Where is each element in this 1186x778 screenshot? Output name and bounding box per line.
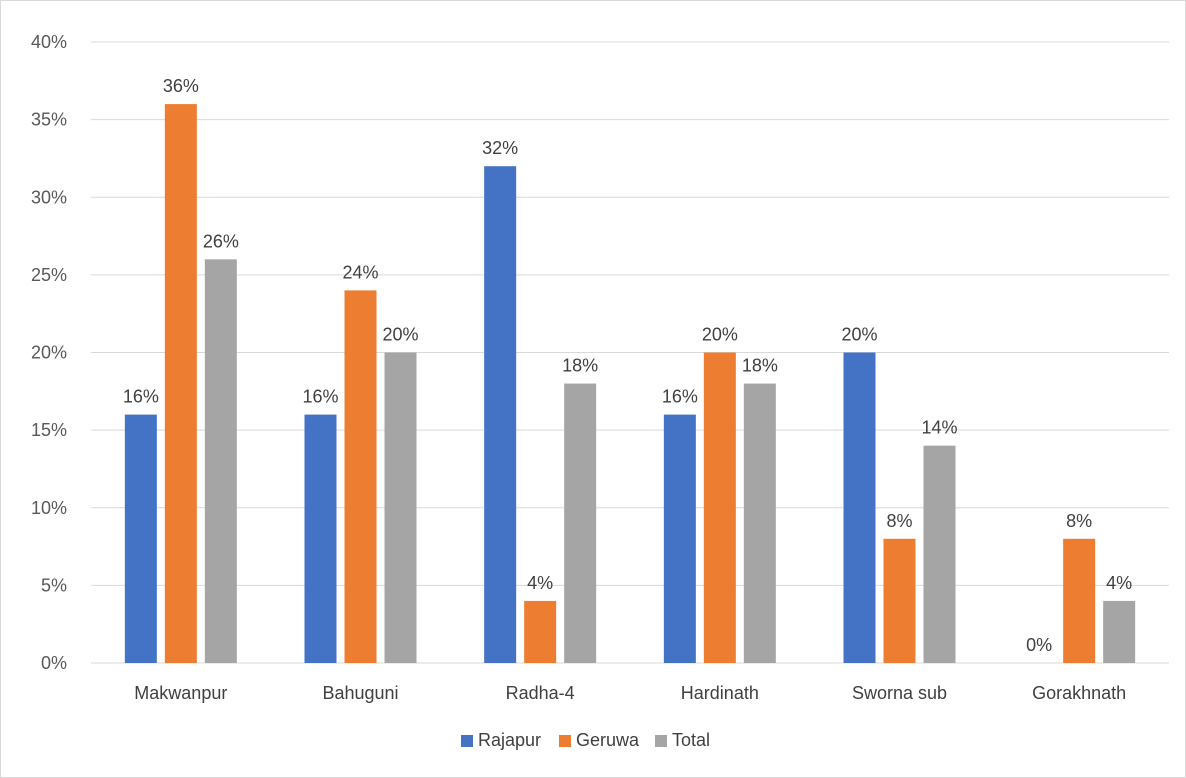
bar-geruwa-sworna-sub [883, 538, 916, 663]
data-labels: 16%36%26%16%24%20%32%4%18%16%20%18%20%8%… [123, 76, 1132, 655]
x-category-label: Radha-4 [506, 683, 575, 703]
bar-total-sworna-sub [923, 445, 956, 663]
bar-geruwa-hardinath [703, 352, 736, 663]
bar-geruwa-gorakhnath [1063, 538, 1096, 663]
y-tick-label: 20% [31, 343, 67, 363]
data-label: 16% [662, 387, 698, 407]
y-tick-label: 0% [41, 653, 67, 673]
data-label: 32% [482, 138, 518, 158]
bar-geruwa-radha-4 [524, 600, 557, 663]
data-label: 4% [527, 573, 553, 593]
y-tick-label: 30% [31, 187, 67, 207]
data-label: 8% [886, 511, 912, 531]
legend-label-geruwa: Geruwa [576, 730, 640, 750]
data-label: 18% [742, 356, 778, 376]
legend-label-total: Total [672, 730, 710, 750]
bar-geruwa-makwanpur [164, 104, 197, 664]
legend-swatch-geruwa [559, 735, 571, 747]
bar-rajapur-sworna-sub [843, 352, 876, 663]
bar-total-hardinath [743, 383, 776, 663]
data-label: 14% [921, 418, 957, 438]
bar-rajapur-makwanpur [124, 414, 157, 663]
y-tick-label: 5% [41, 575, 67, 595]
x-category-label: Makwanpur [134, 683, 227, 703]
bars [124, 104, 1136, 664]
bar-rajapur-bahuguni [304, 414, 337, 663]
y-tick-label: 10% [31, 498, 67, 518]
bar-rajapur-hardinath [663, 414, 696, 663]
data-label: 16% [302, 387, 338, 407]
data-label: 20% [382, 325, 418, 345]
legend-label-rajapur: Rajapur [478, 730, 541, 750]
legend: Rajapur Geruwa Total [461, 730, 710, 750]
data-label: 0% [1026, 635, 1052, 655]
data-label: 26% [203, 231, 239, 251]
legend-swatch-total [655, 735, 667, 747]
data-label: 20% [841, 325, 877, 345]
y-tick-label: 40% [31, 32, 67, 52]
data-label: 20% [702, 325, 738, 345]
y-tick-label: 25% [31, 265, 67, 285]
x-category-label: Bahuguni [322, 683, 398, 703]
y-tick-label: 35% [31, 110, 67, 130]
data-label: 16% [123, 387, 159, 407]
y-axis-tick-labels: 0% 5% 10% 15% 20% 25% 30% 35% 40% [31, 32, 67, 673]
data-label: 8% [1066, 511, 1092, 531]
data-label: 36% [163, 76, 199, 96]
x-category-label: Gorakhnath [1032, 683, 1126, 703]
x-category-label: Hardinath [681, 683, 759, 703]
bar-total-radha-4 [564, 383, 597, 663]
x-axis-category-labels: Makwanpur Bahuguni Radha-4 Hardinath Sworna … [134, 683, 1126, 703]
data-label: 4% [1106, 573, 1132, 593]
x-category-label: Sworna sub [852, 683, 947, 703]
data-label: 24% [342, 262, 378, 282]
bar-total-bahuguni [384, 352, 417, 663]
gridlines [91, 41, 1169, 664]
y-tick-label: 15% [31, 420, 67, 440]
legend-swatch-rajapur [461, 735, 473, 747]
data-label: 18% [562, 356, 598, 376]
bar-total-makwanpur [204, 259, 237, 663]
bar-total-gorakhnath [1103, 600, 1136, 663]
bar-geruwa-bahuguni [344, 290, 377, 663]
bar-rajapur-radha-4 [484, 166, 517, 663]
